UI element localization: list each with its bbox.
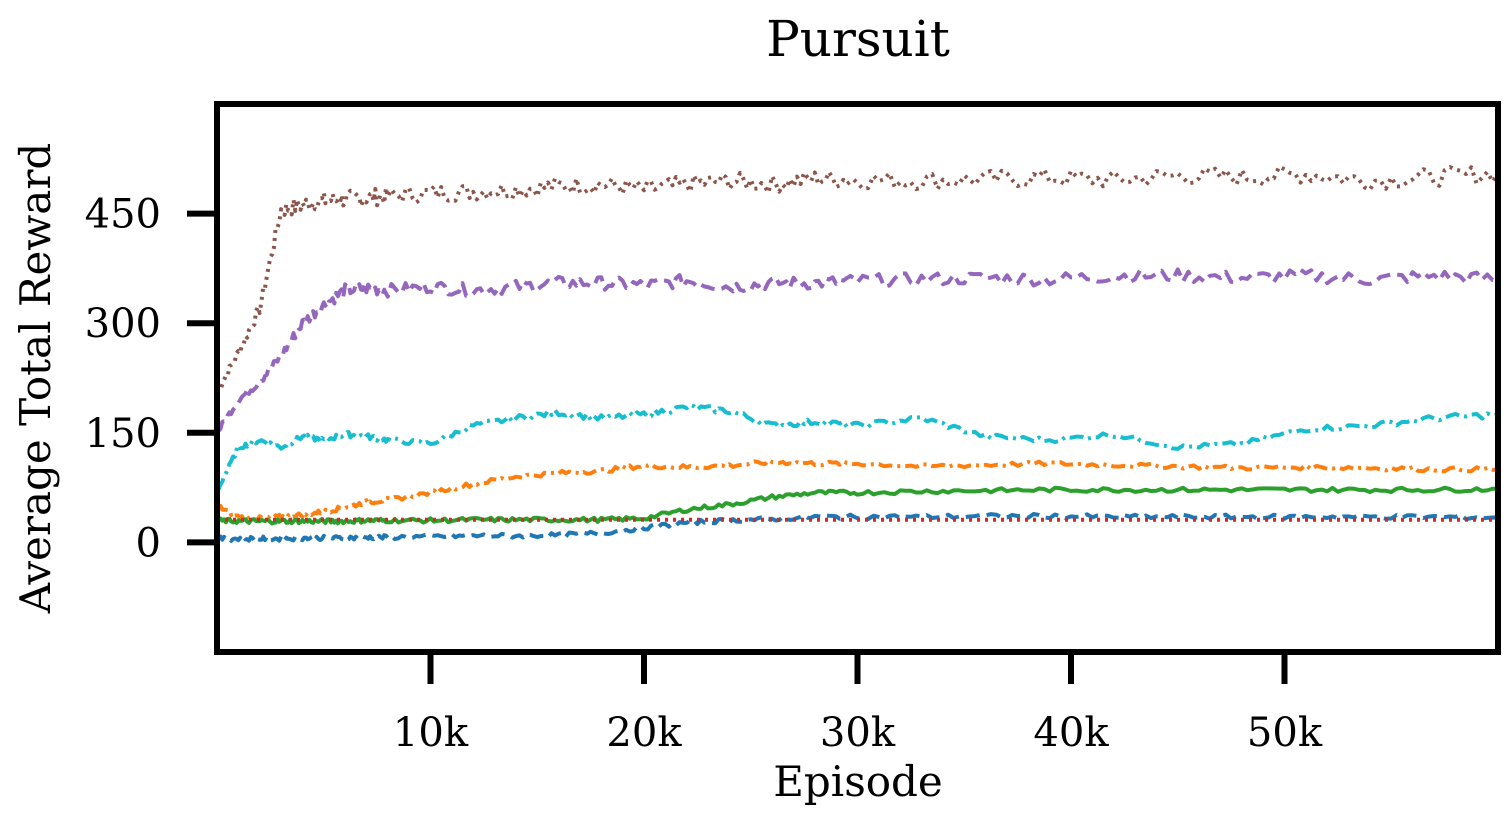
series-layer (215, 164, 1500, 543)
tick-layer: 10k 20k 30k 40k 50k 0 150 300 450 (85, 192, 1323, 756)
series-line-3 (215, 458, 1499, 522)
plot-frame (214, 101, 1501, 655)
y-tick-label: 0 (136, 520, 161, 566)
x-tick-label: 10k (393, 710, 469, 756)
series-line-4 (216, 485, 1499, 526)
series-line-5 (215, 512, 1499, 543)
x-tick-label: 50k (1247, 710, 1323, 756)
chart-title: Pursuit (766, 10, 950, 68)
x-tick-label: 30k (820, 710, 896, 756)
x-axis-label: Episode (773, 757, 943, 806)
y-tick-label: 300 (85, 301, 161, 347)
series-line-1 (215, 267, 1499, 434)
y-tick-label: 150 (85, 411, 161, 457)
series-line-2 (215, 403, 1499, 493)
x-tick-label: 20k (606, 710, 682, 756)
y-tick-label: 450 (85, 192, 161, 238)
y-axis-label: Average Total Reward (11, 143, 60, 615)
x-tick-label: 40k (1033, 710, 1109, 756)
